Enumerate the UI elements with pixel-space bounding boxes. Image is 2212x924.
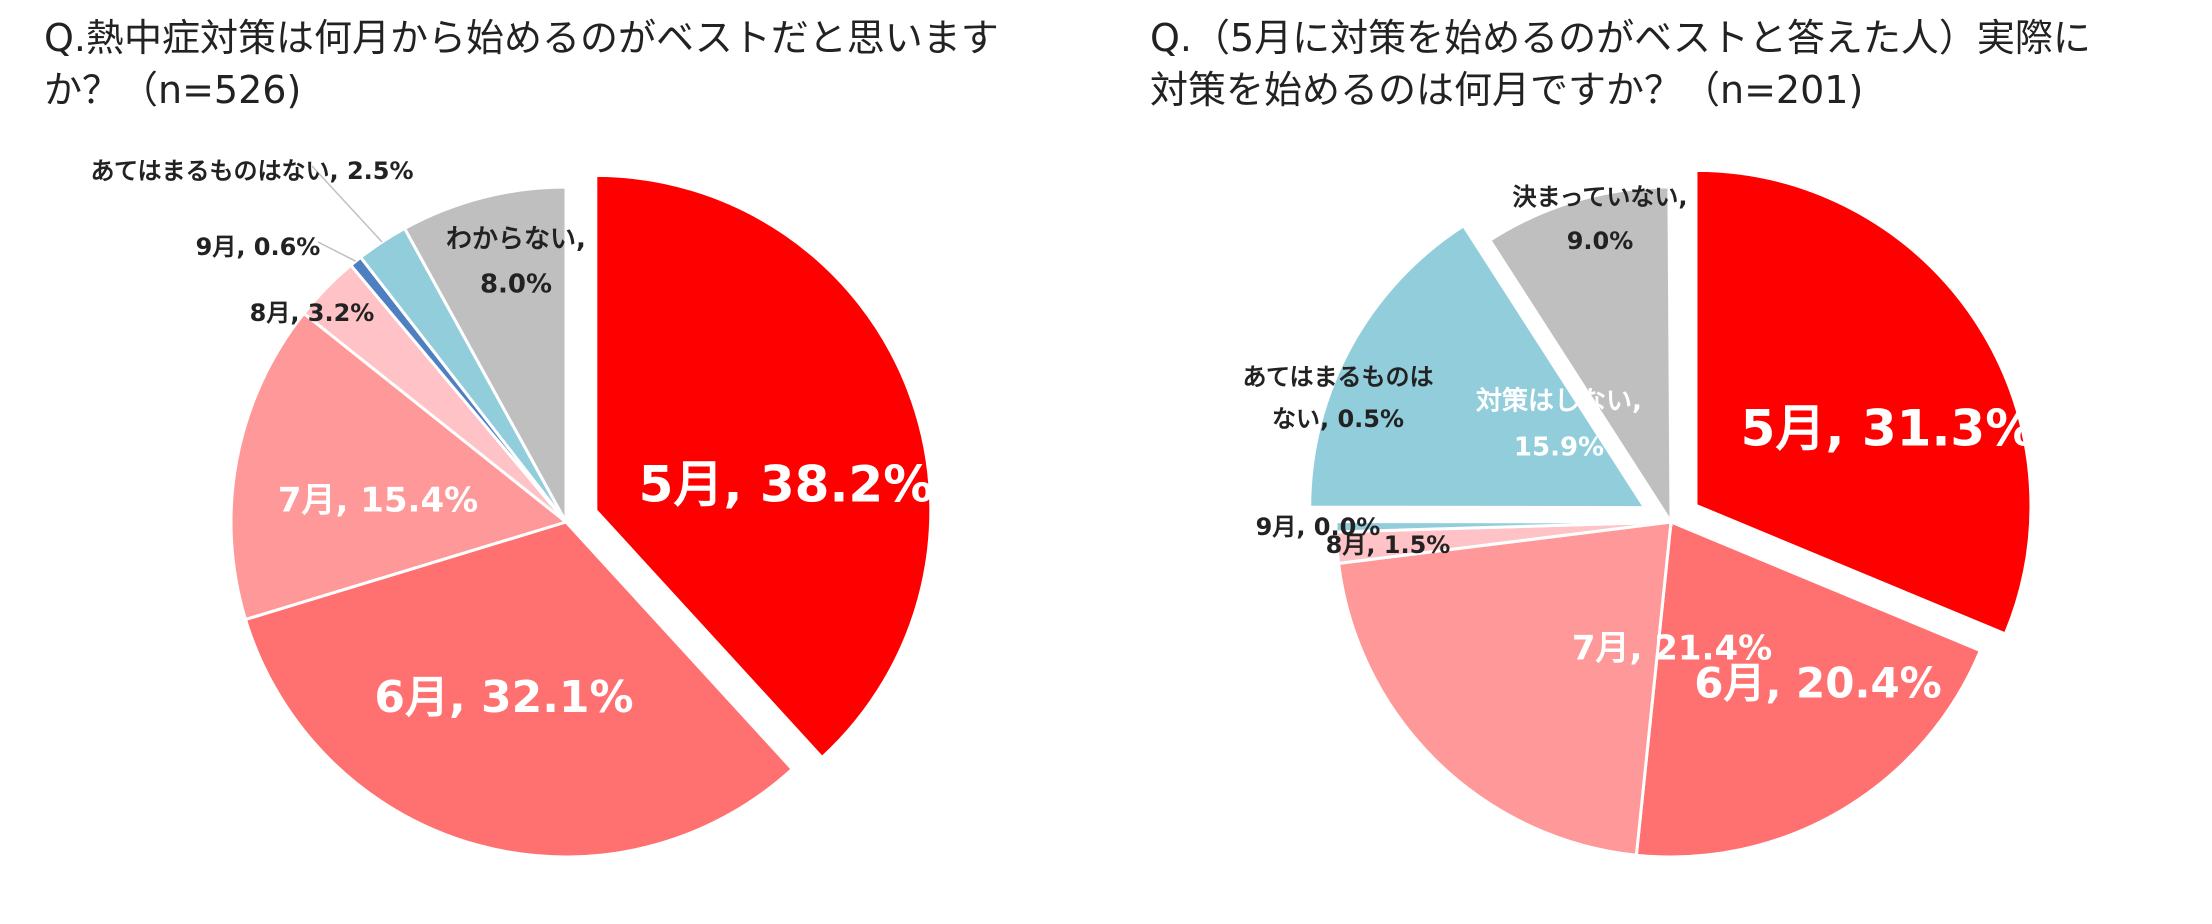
chart-title-line: 対策を始めるのは何月ですか？（n=201): [1150, 68, 1864, 112]
data-label: 9月, 0.0%: [1256, 513, 1381, 541]
data-label: 9月, 0.6%: [196, 233, 321, 261]
data-label: 6月, 32.1%: [374, 672, 633, 723]
pie-chart-svg: 5月, 31.3% 6月, 20.4%7月, 21.4% 8月, 1.5%9月, 0…: [1242, 168, 2035, 859]
data-label: 7月, 15.4%: [278, 481, 478, 521]
pie-slice: [594, 173, 933, 760]
chart-title-line: か？（n=526): [44, 68, 302, 112]
data-label: 8月, 1.5%: [1326, 531, 1451, 559]
leader-line: [317, 241, 357, 262]
data-label: 決まっていない,: [1513, 183, 1688, 211]
pie-slice: [243, 520, 795, 859]
data-label: 7月, 21.4%: [1572, 629, 1772, 669]
data-label: わからない,: [446, 225, 586, 255]
pie-slice: [1336, 520, 1673, 857]
pie-slice: [402, 185, 568, 523]
data-label: あてはまるものは: [1242, 363, 1433, 391]
data-label: 5月, 38.2%: [639, 456, 934, 514]
data-label: ない, 0.5%: [1272, 405, 1404, 433]
data-label: 対策はしない,: [1476, 386, 1642, 417]
pie-slice: [1334, 519, 1672, 534]
pie-chart-svg: 5月, 38.2% 6月, 32.1% 7月, 15.4% 8月, 3.2% 9月, 0…: [90, 157, 933, 859]
pie-slice: [1634, 519, 1983, 859]
chart-title: Q.（5月に対策を始めるのがベストと答えた人）実際に 対策を始めるのは何月ですか…: [1150, 12, 2210, 116]
pie-chart-panel-2: Q.（5月に対策を始めるのがベストと答えた人）実際に 対策を始めるのは何月ですか…: [1106, 0, 2212, 924]
data-label: 9.0%: [1567, 227, 1634, 255]
data-label: あてはまるものはない, 2.5%: [90, 157, 413, 185]
data-label: 8月, 3.2%: [250, 299, 375, 327]
pie-labels: 5月, 38.2% 6月, 32.1% 7月, 15.4% 8月, 3.2% 9月, 0…: [90, 157, 933, 723]
pie-slice: [229, 311, 570, 622]
pie-labels: 5月, 31.3% 6月, 20.4%7月, 21.4% 8月, 1.5%9月, 0…: [1242, 183, 2035, 708]
chart-title: Q.熱中症対策は何月から始めるのがベストだと思います か？（n=526): [44, 12, 1084, 116]
pie-slice: [1694, 168, 2033, 636]
pie-slice: [1308, 223, 1648, 510]
chart-title-line: Q.熱中症対策は何月から始めるのがベストだと思います: [44, 16, 999, 60]
leader-line: [311, 165, 383, 243]
data-label: 5月, 31.3%: [1741, 400, 2036, 458]
pie-slice: [1487, 185, 1673, 528]
pie-slices: [1308, 168, 2033, 859]
pie-chart-panel-1: Q.熱中症対策は何月から始めるのがベストだと思います か？（n=526) 5月,…: [44, 12, 1084, 859]
data-label: 15.9%: [1514, 433, 1604, 463]
data-label: 6月, 20.4%: [1694, 659, 1942, 708]
data-label: 8.0%: [480, 270, 552, 300]
pie-slices: [229, 173, 933, 859]
chart-title-line: Q.（5月に対策を始めるのがベストと答えた人）実際に: [1150, 16, 2091, 60]
